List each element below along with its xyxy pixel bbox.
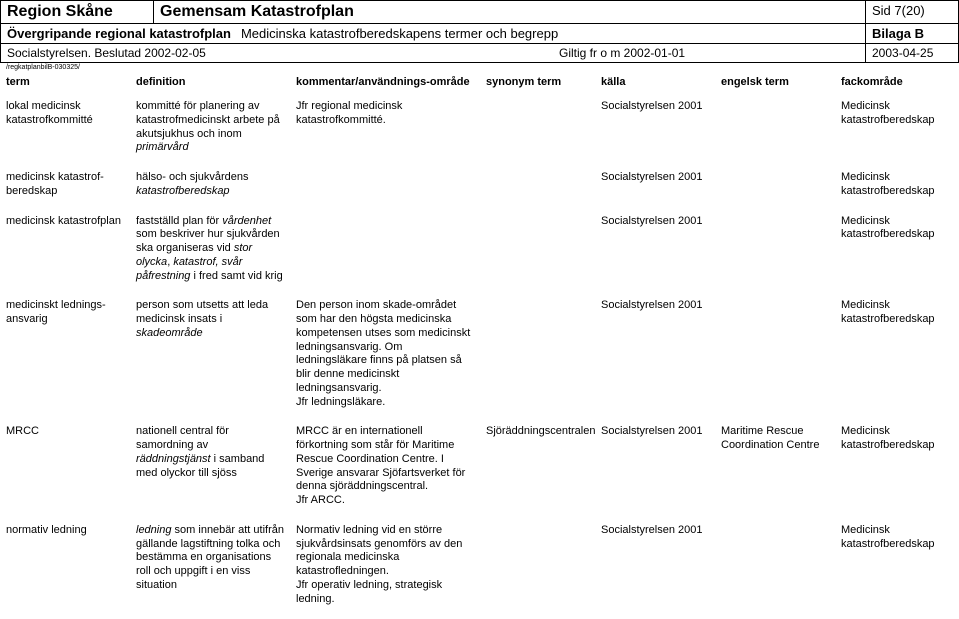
table-row: MRCCnationell central för samordning av … xyxy=(0,421,959,520)
cell-definition: ledning som innebär att utifrån gällande… xyxy=(130,520,290,619)
cell-kommentar: Den person inom skade-området som har de… xyxy=(290,295,480,421)
cell-engelsk xyxy=(715,520,835,619)
col-synonym: synonym term xyxy=(480,72,595,96)
terms-table: term definition kommentar/användnings-om… xyxy=(0,72,959,618)
cell-engelsk xyxy=(715,295,835,421)
cell-definition: nationell central för samordning av rädd… xyxy=(130,421,290,520)
table-row: normativ ledningledning som innebär att … xyxy=(0,520,959,619)
cell-term: medicinsk katastrofplan xyxy=(0,211,130,296)
header-row-2: Övergripande regional katastrofplan Medi… xyxy=(1,24,958,44)
cell-kalla: Socialstyrelsen 2001 xyxy=(595,96,715,167)
cell-fack: Medicinsk katastrofberedskap xyxy=(835,96,959,167)
cell-kommentar xyxy=(290,211,480,296)
cell-kommentar: Jfr regional medicinsk katastrofkommitté… xyxy=(290,96,480,167)
cell-synonym: Sjöräddningscentralen xyxy=(480,421,595,520)
doc-title: Gemensam Katastrofplan xyxy=(154,1,866,23)
cell-synonym xyxy=(480,295,595,421)
cell-fack: Medicinsk katastrofberedskap xyxy=(835,167,959,211)
cell-term: normativ ledning xyxy=(0,520,130,619)
col-term: term xyxy=(0,72,130,96)
cell-term: medicinsk katastrof-beredskap xyxy=(0,167,130,211)
cell-definition: kommitté för planering av katastrofmedic… xyxy=(130,96,290,167)
cell-kalla: Socialstyrelsen 2001 xyxy=(595,295,715,421)
table-row: medicinskt lednings-ansvarigperson som u… xyxy=(0,295,959,421)
cell-engelsk xyxy=(715,211,835,296)
cell-definition: hälso- och sjukvårdens katastrofberedska… xyxy=(130,167,290,211)
cell-term: medicinskt lednings-ansvarig xyxy=(0,295,130,421)
table-header-row: term definition kommentar/användnings-om… xyxy=(0,72,959,96)
subtitle-bold: Övergripande regional katastrofplan xyxy=(1,24,237,43)
soc-label: Socialstyrelsen. Beslutad 2002-02-05 xyxy=(1,44,553,62)
header-row-1: Region Skåne Gemensam Katastrofplan Sid … xyxy=(1,1,958,24)
col-kalla: källa xyxy=(595,72,715,96)
cell-engelsk xyxy=(715,167,835,211)
page-frame: Region Skåne Gemensam Katastrofplan Sid … xyxy=(0,0,959,63)
region-label: Region Skåne xyxy=(1,1,154,23)
cell-kalla: Socialstyrelsen 2001 xyxy=(595,167,715,211)
col-engelsk: engelsk term xyxy=(715,72,835,96)
cell-kalla: Socialstyrelsen 2001 xyxy=(595,421,715,520)
cell-engelsk xyxy=(715,96,835,167)
table-row: medicinsk katastrof-beredskaphälso- och … xyxy=(0,167,959,211)
giltig-label: Giltig fr o m 2002-01-01 xyxy=(553,44,865,62)
cell-kommentar xyxy=(290,167,480,211)
subtitle-rest: Medicinska katastrofberedskapens termer … xyxy=(237,24,865,43)
cell-kommentar: Normativ ledning vid en större sjukvårds… xyxy=(290,520,480,619)
cell-kommentar: MRCC är en internationell förkortning so… xyxy=(290,421,480,520)
cell-synonym xyxy=(480,211,595,296)
cell-kalla: Socialstyrelsen 2001 xyxy=(595,211,715,296)
cell-fack: Medicinsk katastrofberedskap xyxy=(835,295,959,421)
cell-definition: fastställd plan för vårdenhet som beskri… xyxy=(130,211,290,296)
date-label: 2003-04-25 xyxy=(865,44,958,62)
header-row-3: Socialstyrelsen. Beslutad 2002-02-05 Gil… xyxy=(1,44,958,63)
cell-term: lokal medicinsk katastrofkommitté xyxy=(0,96,130,167)
cell-synonym xyxy=(480,96,595,167)
table-row: lokal medicinsk katastrofkommittékommitt… xyxy=(0,96,959,167)
doc-path: /regkatplanbilB-030325/ xyxy=(0,63,959,72)
bilaga-label: Bilaga B xyxy=(865,24,958,43)
cell-synonym xyxy=(480,520,595,619)
cell-engelsk: Maritime Rescue Coordination Centre xyxy=(715,421,835,520)
col-kommentar: kommentar/användnings-område xyxy=(290,72,480,96)
cell-definition: person som utsetts att leda medicinsk in… xyxy=(130,295,290,421)
cell-fack: Medicinsk katastrofberedskap xyxy=(835,520,959,619)
cell-fack: Medicinsk katastrofberedskap xyxy=(835,211,959,296)
cell-kalla: Socialstyrelsen 2001 xyxy=(595,520,715,619)
col-definition: definition xyxy=(130,72,290,96)
page-number: Sid 7(20) xyxy=(866,1,958,23)
table-row: medicinsk katastrofplanfastställd plan f… xyxy=(0,211,959,296)
cell-fack: Medicinsk katastrofberedskap xyxy=(835,421,959,520)
cell-synonym xyxy=(480,167,595,211)
col-fack: fackområde xyxy=(835,72,959,96)
cell-term: MRCC xyxy=(0,421,130,520)
